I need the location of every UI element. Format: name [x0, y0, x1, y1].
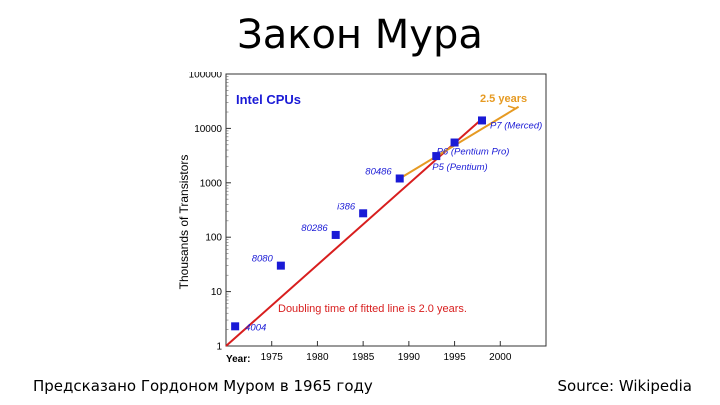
annotation-doubling-time: Doubling time of fitted line is 2.0 year…: [278, 303, 467, 315]
data-point: [432, 152, 441, 161]
data-point-label: P7 (Merced): [490, 120, 542, 131]
data-point-label: i386: [337, 201, 356, 212]
annotation-2-5-years: 2.5 years: [480, 93, 527, 105]
data-point: [395, 174, 404, 183]
y-axis-label: Thousands of Transistors: [178, 155, 191, 290]
chart-title: Intel CPUs: [236, 92, 301, 107]
data-point: [450, 138, 459, 147]
data-point: [359, 209, 368, 218]
x-tick-label: 1975: [261, 352, 284, 363]
data-point-label: 80286: [301, 223, 328, 234]
y-tick-label: 100000: [189, 72, 223, 81]
x-axis-label: Year:: [226, 354, 250, 365]
data-point-label: 8080: [252, 254, 274, 265]
data-point: [231, 322, 240, 331]
data-point: [331, 230, 340, 239]
source-caption: Source: Wikipedia: [557, 377, 693, 395]
moore-chart: 1 10 100 1000 10000 100000 1975 1980 1985 1990 19…: [177, 70, 550, 372]
data-point-label: P5 (Pentium): [432, 162, 487, 173]
y-tick-label: 10: [211, 287, 223, 298]
trend-2-5-years-line: [399, 105, 520, 180]
x-tick-label: 1990: [398, 352, 421, 363]
x-tick-label: 1985: [352, 352, 375, 363]
y-axis-ticks: 1 10 100 1000 10000 100000: [189, 70, 231, 353]
y-tick-label: 1000: [200, 178, 223, 189]
slide-title: Закон Мура: [237, 12, 483, 58]
data-point-labels: 4004 8080 80286 i386 80486 P5 (Pentium) P6 (Pe…: [245, 120, 542, 333]
data-point-label: 4004: [245, 322, 266, 333]
prediction-caption: Предсказано Гордоном Муром в 1965 году: [33, 377, 373, 395]
data-point-label: P6 (Pentium Pro): [437, 147, 510, 158]
x-axis-ticks: 1975 1980 1985 1990 1995 2000: [261, 341, 512, 363]
y-tick-label: 100: [205, 233, 222, 244]
plot-frame: [225, 73, 547, 347]
data-point: [276, 261, 285, 270]
y-tick-label: 1: [216, 342, 222, 353]
x-tick-label: 2000: [489, 352, 512, 363]
data-points: [231, 116, 486, 331]
x-tick-label: 1980: [306, 352, 329, 363]
trend-arrow: [507, 105, 517, 110]
y-tick-label: 10000: [194, 124, 222, 135]
data-point: [478, 116, 486, 125]
data-point-label: 80486: [365, 166, 392, 177]
x-tick-label: 1995: [443, 352, 466, 363]
